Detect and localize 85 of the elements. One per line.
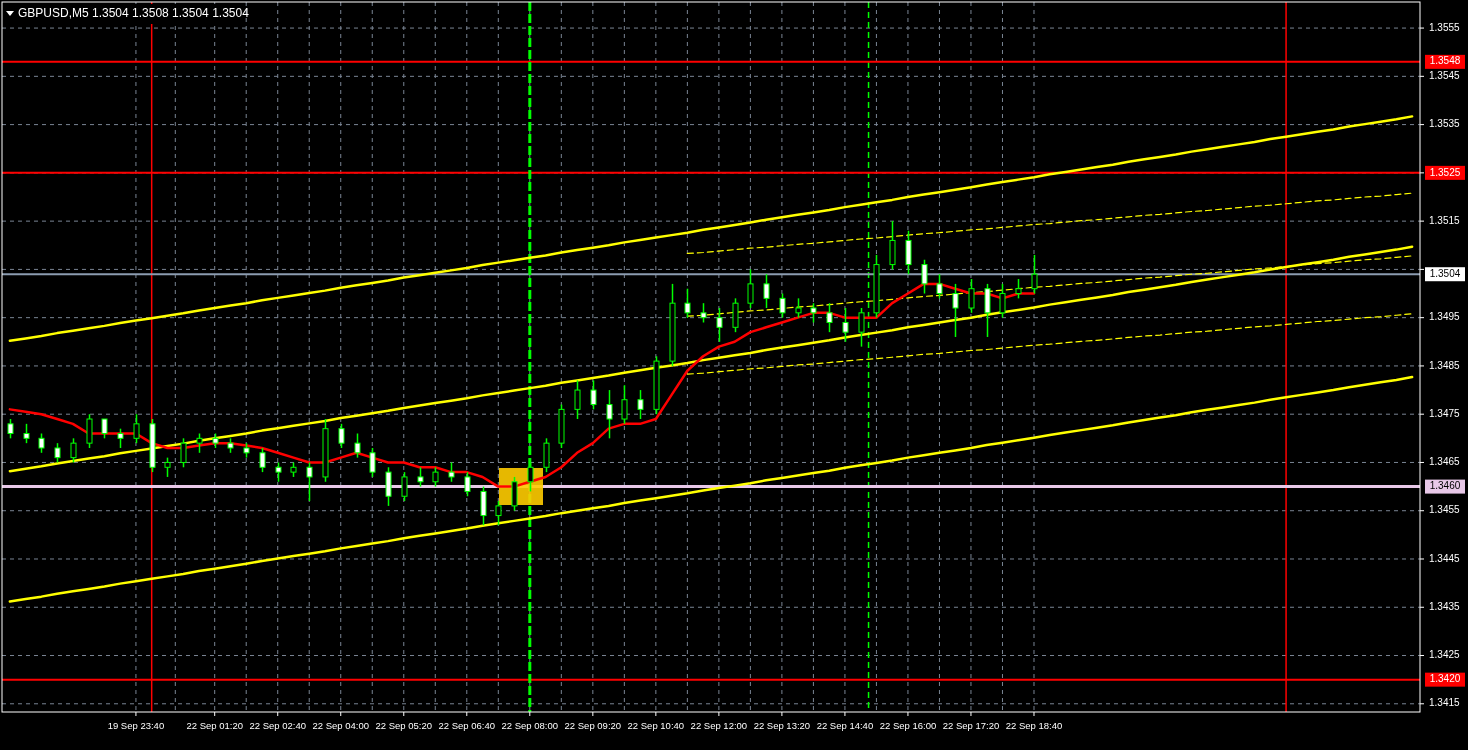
candlestick [164,456,171,478]
y-tick-label: 1.3465 [1429,456,1461,468]
candlestick [354,432,361,459]
y-tick-label: 1.3555 [1429,21,1461,33]
y-tick-label: 1.3445 [1429,552,1461,564]
candlestick [417,466,424,488]
y-tick-label: 1.3425 [1429,649,1461,661]
x-tick-label: 22 Sep 04:00 [312,720,370,731]
candlestick [700,302,707,324]
y-tick-label: 1.3485 [1429,359,1461,371]
candlestick [369,447,376,478]
candlestick [826,302,833,333]
y-tick-label: 1.3545 [1429,69,1461,81]
candlestick [952,283,959,338]
x-tick-label: 22 Sep 16:00 [879,720,937,731]
candlestick [621,384,628,425]
candlestick [684,287,691,319]
line-series [8,375,1414,603]
candlestick [38,432,45,454]
candlestick [779,292,786,319]
candlestick [306,461,313,502]
candlestick [338,423,345,449]
candlestick [432,466,439,488]
candlestick [401,471,408,502]
x-tick-label: 22 Sep 01:20 [186,720,243,731]
candlestick [495,500,502,526]
ref-line-label: 1.3460 [1429,480,1461,492]
candlestick [858,307,865,348]
candlestick [54,442,61,464]
candlestick [464,471,471,497]
candlestick [795,297,802,319]
candlestick [1031,254,1038,295]
candlestick [1015,278,1022,300]
y-tick-label: 1.3535 [1429,118,1461,130]
candlestick [133,413,140,444]
x-tick-label: 22 Sep 06:40 [438,720,496,731]
candlestick [936,273,943,300]
chart-title: GBPUSD,M5 1.3504 1.3508 1.3504 1.3504 [18,6,250,21]
x-tick-label: 22 Sep 05:20 [375,720,433,731]
candlestick [117,427,124,449]
candlestick [606,389,613,440]
ref-line-label: 1.3504 [1429,267,1461,279]
candlestick [101,418,108,440]
y-tick-label: 1.3525 [1429,166,1461,178]
line-series [8,245,1414,473]
candlestick [259,447,266,473]
candlestick [590,379,597,411]
candlestick [23,423,30,444]
x-tick-label: 22 Sep 12:00 [690,720,748,731]
candlestick [637,389,644,420]
x-tick-label: 22 Sep 14:40 [816,720,874,731]
y-tick-label: 1.3515 [1429,214,1461,226]
x-tick-label: 22 Sep 10:40 [627,720,685,731]
candlestick [70,437,77,464]
x-tick-label: 19 Sep 23:40 [107,720,165,731]
candlestick [842,307,849,343]
y-tick-label: 1.3415 [1429,697,1461,709]
candlestick [275,461,282,483]
candlestick [763,273,770,309]
line-series [686,192,1413,255]
ref-line-label: 1.3420 [1429,673,1461,685]
candlestick [196,432,203,454]
candlestick [968,278,975,314]
x-tick-label: 22 Sep 09:20 [564,720,622,731]
y-tick-label: 1.3435 [1429,600,1461,612]
line-series [686,313,1413,375]
x-tick-label: 22 Sep 08:00 [501,720,559,731]
line-series [8,115,1414,343]
candlestick [810,302,817,324]
candlestick [716,307,723,343]
x-tick-label: 22 Sep 18:40 [1005,720,1063,731]
x-tick-label: 22 Sep 13:20 [753,720,811,731]
y-tick-label: 1.3475 [1429,407,1461,419]
candlestick [7,418,14,440]
x-tick-label: 22 Sep 02:40 [249,720,306,731]
candlestick [747,268,754,309]
candlestick [448,461,455,483]
y-tick-label: 1.3495 [1429,311,1461,323]
candlestick [921,258,928,295]
candlestick [180,437,187,469]
ref-line-label: 1.3548 [1429,55,1461,67]
y-tick-label: 1.3455 [1429,504,1461,516]
candlestick [999,283,1006,319]
candlestick [574,379,581,420]
x-tick-label: 22 Sep 17:20 [942,720,1000,731]
